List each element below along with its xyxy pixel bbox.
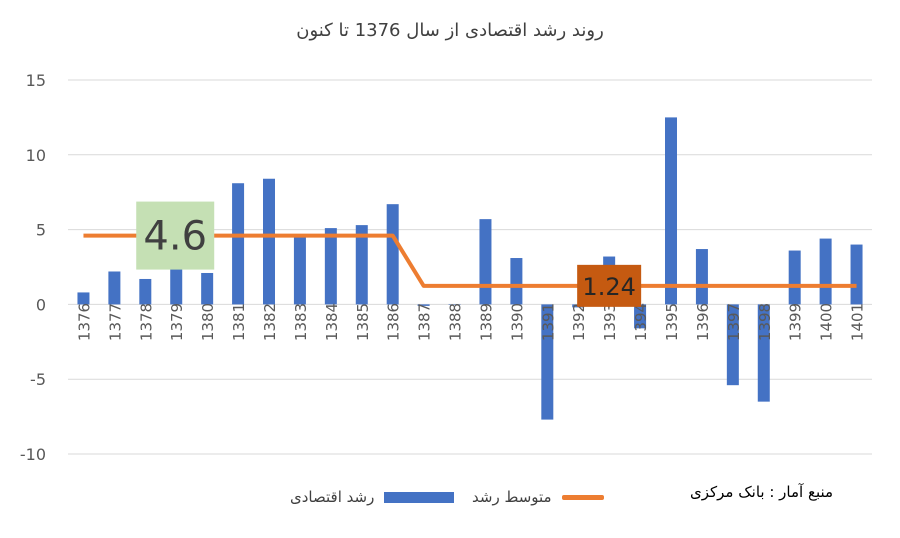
y-axis-ticks: 15 10 5 0 -5 -10 (20, 71, 46, 464)
x-tick-label: 1398 (756, 303, 774, 341)
bar-1387 (417, 304, 430, 306)
bar-1378 (139, 278, 152, 305)
x-tick-label: 1400 (818, 303, 836, 341)
bar-1395 (665, 117, 677, 305)
x-tick-label: 1386 (385, 303, 403, 341)
bar-1391 (541, 304, 554, 420)
bar-1399 (788, 250, 801, 305)
bar-1376 (77, 292, 90, 305)
y-tick-label: -10 (20, 445, 46, 464)
x-tick-label: 1384 (323, 303, 341, 341)
annotations: 4.6 1.24 (136, 201, 642, 307)
source-note: منبع آمار : بانک مرکزی (690, 483, 834, 501)
bar-1383 (293, 235, 306, 305)
bar-1386 (386, 204, 399, 305)
legend-label-average: متوسط رشد (472, 488, 552, 506)
legend-item-growth: رشد اقتصادی (290, 488, 455, 506)
x-tick-label: 1401 (849, 303, 867, 341)
x-tick-label: 1396 (694, 303, 712, 341)
bar-1401 (850, 244, 863, 305)
y-tick-label: -5 (30, 370, 46, 389)
x-tick-label: 1383 (292, 303, 310, 341)
x-tick-label: 1385 (354, 303, 372, 341)
y-tick-label: 0 (36, 295, 46, 314)
x-tick-label: 1382 (261, 303, 279, 341)
bar-1382 (263, 178, 275, 305)
legend-swatch-bar (384, 491, 455, 503)
x-tick-label: 1387 (416, 303, 434, 341)
annotation-box (136, 201, 215, 270)
x-tick-label: 1397 (725, 303, 743, 341)
x-tick-label: 1399 (787, 303, 805, 341)
bar-1389 (479, 219, 492, 305)
bar-1377 (108, 271, 121, 305)
x-tick-label: 1381 (230, 303, 248, 341)
annotation-label: 4.6 (143, 214, 207, 260)
bar-1398 (757, 304, 770, 402)
bar-1397 (726, 304, 739, 386)
bar-1400 (819, 238, 832, 305)
x-axis-ticks: 1376 1377 1378 1379 1380 1381 1382 1383 1384 1385… (75, 303, 866, 341)
bar-1388 (448, 304, 461, 305)
bar-1394 (634, 304, 647, 329)
legend-label-growth: رشد اقتصادی (290, 488, 375, 506)
x-tick-label: 1392 (570, 303, 588, 341)
y-tick-label: 15 (26, 71, 46, 90)
x-tick-label: 1380 (199, 303, 217, 341)
x-tick-label: 1393 (601, 303, 619, 341)
x-tick-label: 1378 (137, 303, 155, 341)
bar-1381 (232, 183, 245, 305)
x-tick-label: 1376 (75, 303, 93, 341)
x-tick-label: 1388 (447, 303, 465, 341)
bar-1380 (201, 272, 214, 305)
x-tick-label: 1395 (663, 303, 681, 341)
x-tick-label: 1394 (632, 303, 650, 341)
chart-title: روند رشد اقتصادی از سال 1376 تا کنون (296, 20, 604, 41)
bar-1396 (695, 249, 708, 305)
bar-series (77, 117, 863, 420)
bar-1385 (355, 225, 368, 305)
x-tick-label: 1390 (508, 303, 526, 341)
bar-1390 (510, 258, 523, 305)
legend-item-average: متوسط رشد (472, 488, 604, 506)
annotation-box (577, 264, 642, 307)
x-tick-label: 1379 (168, 303, 186, 341)
annotation-label: 1.24 (582, 273, 635, 301)
y-tick-label: 5 (36, 221, 46, 240)
legend-swatch-line (561, 494, 604, 500)
x-tick-label: 1377 (106, 303, 124, 341)
x-tick-label: 1389 (477, 303, 495, 341)
y-tick-label: 10 (26, 146, 46, 165)
bar-1384 (324, 228, 337, 305)
x-tick-label: 1391 (539, 303, 557, 341)
